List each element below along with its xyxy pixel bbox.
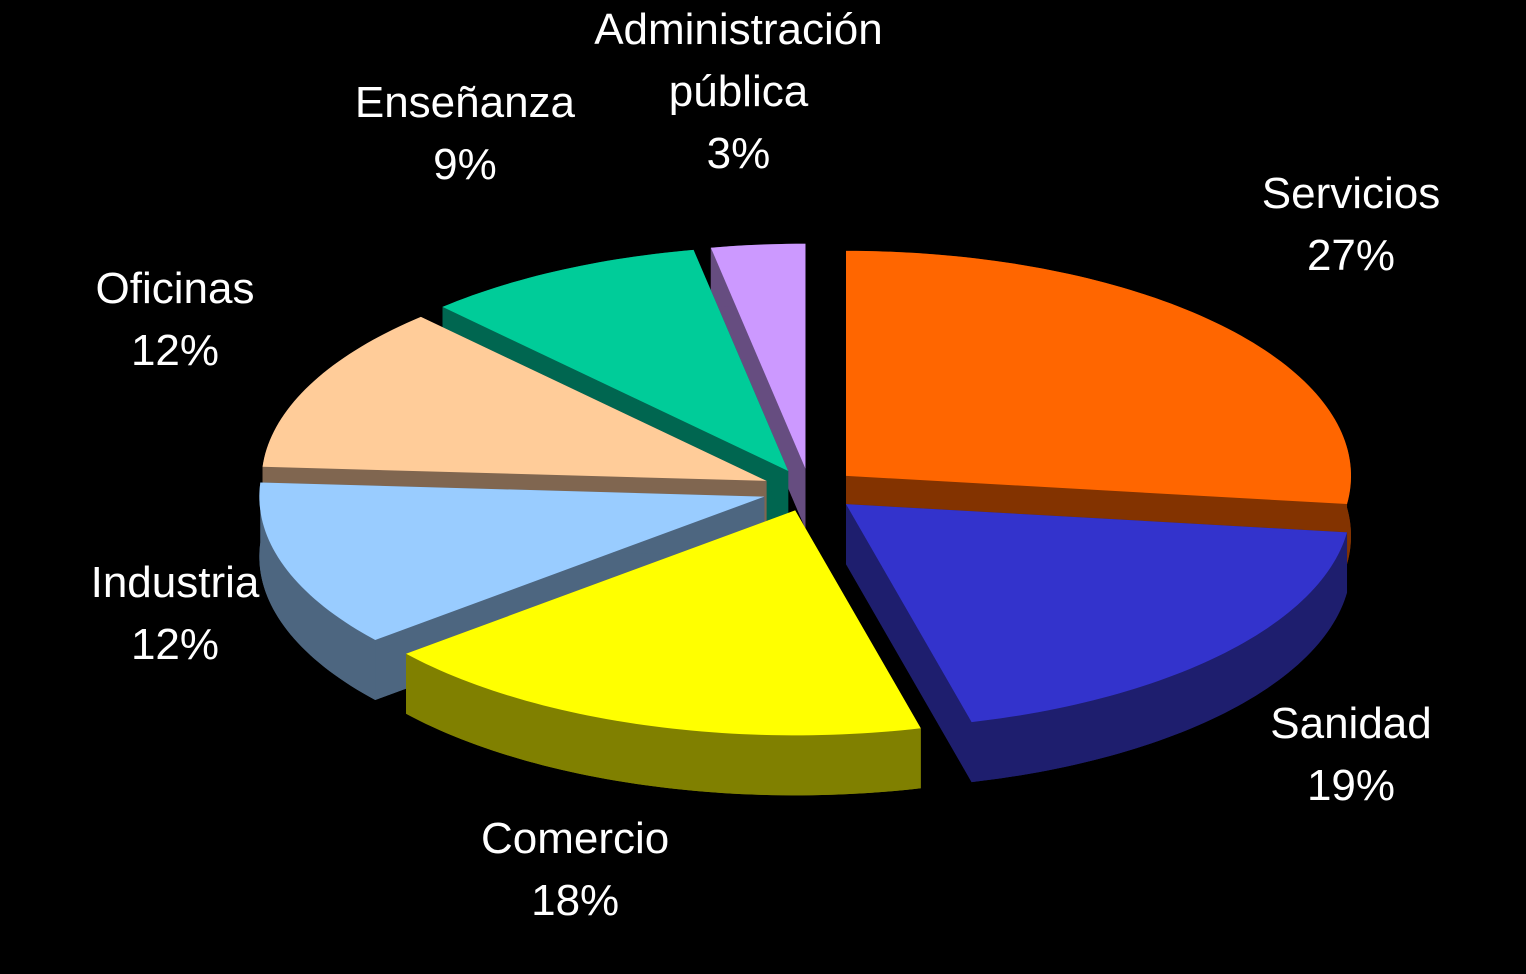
category-label: Industria bbox=[90, 557, 260, 607]
category-label: Servicios bbox=[1261, 169, 1441, 219]
category-label: Comercio bbox=[481, 814, 670, 864]
value-label: 27% bbox=[1306, 231, 1396, 281]
slice-wall bbox=[846, 504, 972, 783]
slice-top bbox=[846, 504, 1348, 723]
slice-top bbox=[259, 482, 765, 641]
slice-outer-wall bbox=[259, 482, 376, 701]
value-label: 18% bbox=[531, 876, 620, 926]
pie-slice bbox=[846, 504, 1348, 783]
slice-label: Administración pública 3% bbox=[568, 0, 908, 185]
slice-top bbox=[406, 510, 921, 736]
slice-outer-wall bbox=[971, 532, 1348, 783]
category-label: Sanidad bbox=[1270, 698, 1432, 748]
slice-label: Enseñanza 9% bbox=[295, 72, 635, 196]
slice-top bbox=[846, 250, 1351, 505]
value-label: 19% bbox=[1306, 760, 1396, 810]
value-label: 12% bbox=[130, 325, 220, 375]
pie-slice bbox=[406, 510, 921, 796]
category-label: Administración pública bbox=[594, 4, 883, 116]
slice-label: Oficinas 12% bbox=[5, 258, 345, 382]
slice-label: Comercio 18% bbox=[405, 808, 745, 932]
category-label: Oficinas bbox=[95, 263, 255, 313]
slice-label: Servicios 27% bbox=[1181, 163, 1521, 287]
value-label: 9% bbox=[433, 139, 497, 189]
slice-outer-wall bbox=[406, 653, 921, 796]
value-label: 3% bbox=[706, 128, 771, 178]
slice-label: Industria 12% bbox=[5, 552, 345, 676]
slice-label: Sanidad 19% bbox=[1181, 693, 1521, 817]
value-label: 12% bbox=[130, 619, 220, 669]
slice-top bbox=[262, 316, 767, 481]
slice-top bbox=[710, 243, 806, 469]
category-label: Enseñanza bbox=[354, 77, 576, 127]
slice-top bbox=[442, 249, 789, 471]
